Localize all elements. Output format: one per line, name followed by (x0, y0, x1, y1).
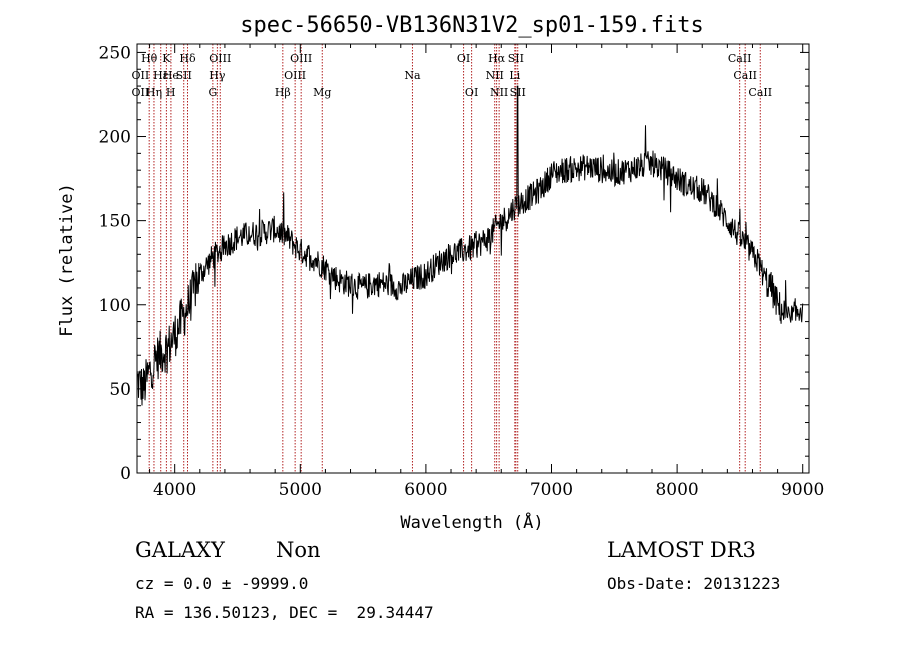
line-label: Na (404, 69, 421, 82)
plot-frame (136, 43, 810, 474)
line-label: CaII (748, 86, 772, 99)
spectrum-line (136, 85, 804, 406)
x-tick-label: 4000 (153, 480, 196, 500)
x-tick-label: 8000 (655, 480, 698, 500)
y-tick-label: 200 (99, 128, 131, 148)
coordinates: RA = 136.50123, DEC = 29.34447 (135, 603, 434, 622)
x-axis-ticks: 4000 5000 6000 7000 8000 9000 (149, 44, 824, 500)
line-label: Li (509, 69, 520, 82)
y-tick-label: 250 (99, 43, 131, 63)
x-tick-label: 5000 (279, 480, 322, 500)
x-tick-label: 7000 (530, 480, 573, 500)
line-label: NII (490, 86, 508, 99)
line-label: OI (457, 52, 470, 65)
line-label: Mg (313, 86, 331, 99)
line-label: SII (508, 52, 524, 65)
line-label: Hα (488, 52, 506, 65)
y-tick-label: 50 (109, 380, 131, 400)
line-label: CaII (728, 52, 752, 65)
line-label: Hε (153, 69, 169, 82)
object-class: GALAXY (135, 538, 225, 562)
x-tick-label: 6000 (404, 480, 447, 500)
line-label: K (162, 52, 171, 65)
line-label: H (166, 86, 176, 99)
y-tick-label: 100 (99, 296, 131, 316)
line-label: OII (132, 86, 150, 99)
line-label: SII (176, 69, 192, 82)
y-tick-label: 150 (99, 212, 131, 232)
chart-title: spec-56650-VB136N31V2_sp01-159.fits (240, 13, 704, 38)
x-tick-label: 9000 (781, 480, 824, 500)
redshift-cz: cz = 0.0 ± -9999.0 (135, 574, 309, 593)
line-label: He (163, 69, 179, 82)
survey-name: LAMOST DR3 (607, 538, 756, 562)
y-tick-label: 0 (120, 464, 131, 484)
line-label: OII (132, 69, 150, 82)
y-axis-ticks: 0 50 100 150 200 250 (99, 43, 809, 484)
line-label: G (208, 86, 217, 99)
object-subclass: Non (276, 538, 321, 562)
line-label: OIII (209, 52, 231, 65)
line-label: Hη (146, 86, 162, 99)
line-label: Hθ (141, 52, 158, 65)
line-label: OI (465, 86, 478, 99)
line-label: Hβ (275, 86, 291, 99)
spectral-marker-lines (148, 44, 761, 473)
line-label: Hδ (179, 52, 196, 65)
y-axis-label: Flux (relative) (57, 183, 77, 337)
observation-date: Obs-Date: 20131223 (607, 574, 781, 593)
line-label: OIII (284, 69, 306, 82)
line-label: OIII (290, 52, 312, 65)
line-label: Hγ (209, 69, 226, 82)
x-axis-label: Wavelength (Å) (400, 511, 543, 533)
line-label: NII (486, 69, 504, 82)
line-label: CaII (733, 69, 757, 82)
